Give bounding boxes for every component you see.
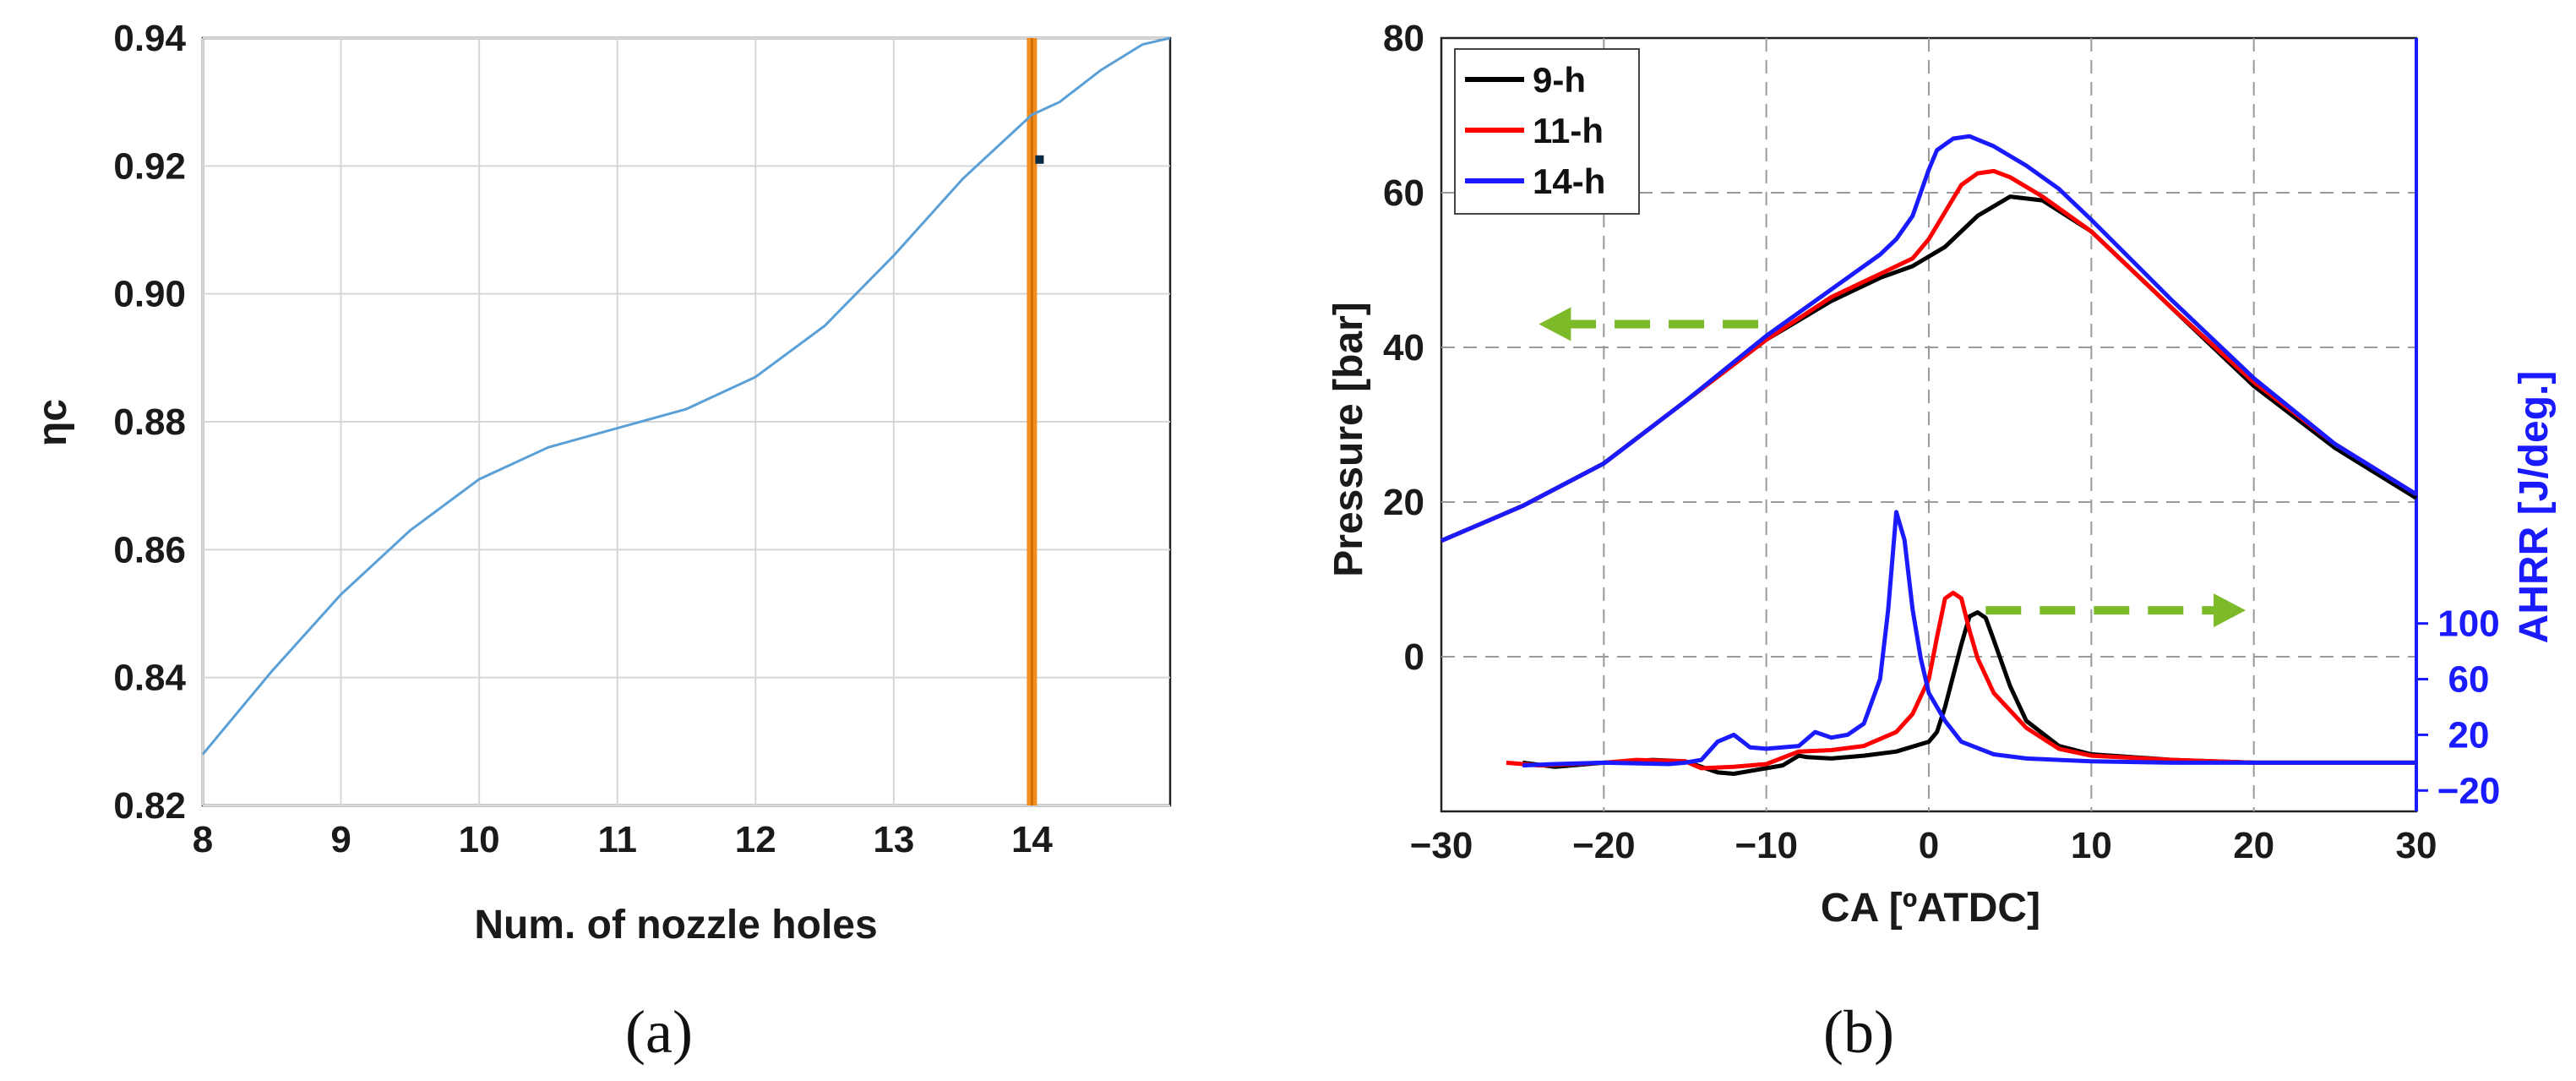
chart-a: 8 9 10 11 12 13 14 0.82 0.84 0.86 0.88 0.90 0.92 0.94… [30,18,1172,1066]
chart-b-y2tick-label: −20 [2437,770,2501,811]
chart-a-ytick-label: 0.94 [113,18,186,59]
chart-b-legend-label: 9-h [1533,60,1586,100]
chart-b-annotations [1539,307,2247,628]
chart-b-y2label: AHRR [J/deg.] [2512,371,2557,644]
chart-b-arrow-head [1539,307,1571,341]
chart-a-ylabel: ηc [30,399,75,446]
chart-b-ytick-label: 0 [1404,636,1424,678]
chart-b-legend-label: 14-h [1533,161,1605,201]
chart-b-ticks: −30 −20 −10 0 10 20 30 0 20 40 60 80 −20 20 60 100 [1383,18,2500,866]
chart-b-ytick-label: 40 [1383,327,1424,369]
chart-b-xtick-label: −20 [1572,825,1636,866]
chart-a-xtick-label: 9 [330,819,351,860]
chart-a-xtick-label: 14 [1011,819,1053,860]
chart-b-xtick-label: 10 [2071,825,2112,866]
chart-b-grid [1441,38,2416,811]
chart-b-y2tick-label: 20 [2448,714,2490,756]
chart-a-xtick-label: 11 [597,819,637,860]
chart-b-series [1440,134,2418,776]
chart-b-legend-label: 11-h [1533,111,1604,150]
chart-b-ytick-label: 20 [1383,482,1424,523]
chart-b: −30 −20 −10 0 10 20 30 0 20 40 60 80 −20 20 60 100 9-h 1… [1326,18,2557,1066]
chart-a-ytick-label: 0.92 [113,145,186,187]
chart-b-panel-label: (b) [1823,998,1894,1066]
chart-a-xtick-label: 13 [873,819,914,860]
chart-a-marker-point [1035,155,1044,164]
chart-a-panel-label: (a) [625,998,693,1066]
chart-a-ytick-label: 0.88 [113,401,186,443]
chart-b-xtick-label: 30 [2396,825,2437,866]
chart-b-xtick-label: 20 [2233,825,2274,866]
chart-b-ytick-label: 60 [1383,172,1424,214]
chart-b-ahrr-line [1506,590,2416,771]
chart-b-xtick-label: 0 [1919,825,1939,866]
chart-a-ytick-label: 0.84 [113,658,186,699]
chart-b-y2tick-label: 100 [2437,603,2499,645]
chart-b-xlabel: CA [ºATDC] [1821,886,2040,931]
chart-a-ytick-label: 0.82 [113,785,186,827]
chart-a-xtick-label: 10 [459,819,500,860]
chart-a-series [201,36,1171,805]
chart-b-ahrr-line [1522,510,2416,768]
chart-b-ylabel: Pressure [bar] [1326,302,1371,576]
chart-a-xlabel: Num. of nozzle holes [474,903,877,947]
chart-a-ticks: 8 9 10 11 12 13 14 0.82 0.84 0.86 0.88 0.90 0.92 0.94 [113,18,1053,860]
chart-a-xtick-label: 12 [735,819,776,860]
chart-b-xtick-label: −30 [1410,825,1473,866]
chart-b-arrow-head [2214,593,2247,628]
chart-a-xtick-label: 8 [193,819,213,860]
chart-a-ytick-label: 0.90 [113,274,186,315]
chart-b-xtick-label: −10 [1735,825,1798,866]
chart-b-ytick-label: 80 [1383,18,1424,59]
chart-b-legend: 9-h 11-h 14-h [1454,48,1640,215]
chart-b-pressure-line [1440,134,2418,543]
chart-a-series-line [201,36,1171,756]
chart-a-ytick-label: 0.86 [113,529,186,571]
chart-b-y2tick-label: 60 [2448,659,2490,701]
